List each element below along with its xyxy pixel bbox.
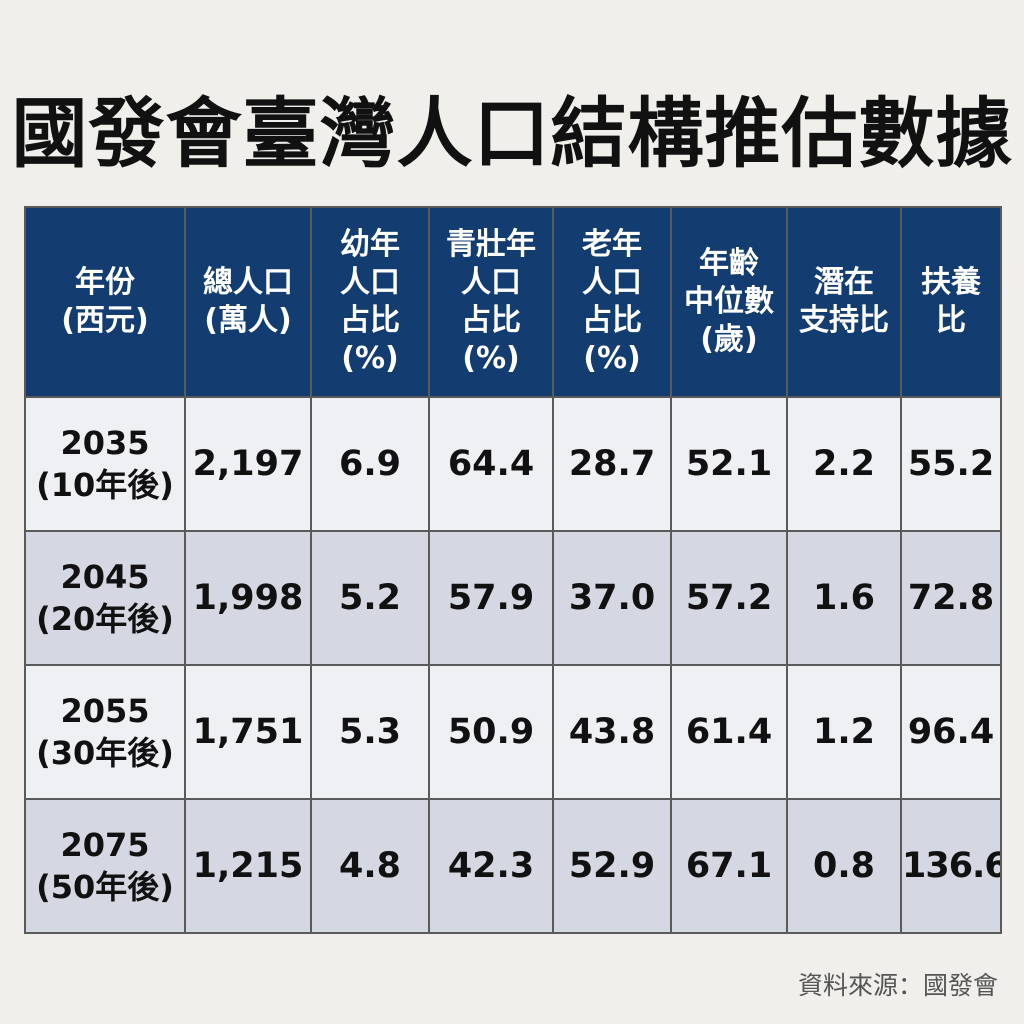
header-median-age: 年齡 中位數 (歲) (670, 206, 788, 398)
dependency-ratio-cell: 72.8 (900, 530, 1002, 666)
working-age-share-cell: 57.9 (428, 530, 554, 666)
elderly-share-cell: 37.0 (552, 530, 672, 666)
elderly-share-cell: 52.9 (552, 798, 672, 934)
median-age-cell: 57.2 (670, 530, 788, 666)
total-population-cell: 1,998 (184, 530, 312, 666)
header-total-population: 總人口 (萬人) (184, 206, 312, 398)
source-note: 資料來源：國發會 (797, 971, 998, 1000)
table-header-row: 年份 (西元) 總人口 (萬人) 幼年 人口 占比 (%) 青壯年 人口 占比 … (24, 206, 1002, 398)
year-cell: 2035 (10年後) (24, 396, 186, 532)
median-age-cell: 52.1 (670, 396, 788, 532)
youth-share-cell: 4.8 (310, 798, 430, 934)
table-row: 2075 (50年後) 1,215 4.8 42.3 52.9 67.1 0.8… (24, 798, 1002, 934)
support-ratio-cell: 0.8 (786, 798, 902, 934)
table-row: 2045 (20年後) 1,998 5.2 57.9 37.0 57.2 1.6… (24, 530, 1002, 666)
year-cell: 2055 (30年後) (24, 664, 186, 800)
table-row: 2035 (10年後) 2,197 6.9 64.4 28.7 52.1 2.2… (24, 396, 1002, 532)
header-youth-share: 幼年 人口 占比 (%) (310, 206, 430, 398)
total-population-cell: 1,215 (184, 798, 312, 934)
dependency-ratio-cell: 136.6 (900, 798, 1002, 934)
working-age-share-cell: 42.3 (428, 798, 554, 934)
elderly-share-cell: 43.8 (552, 664, 672, 800)
total-population-cell: 1,751 (184, 664, 312, 800)
table-row: 2055 (30年後) 1,751 5.3 50.9 43.8 61.4 1.2… (24, 664, 1002, 800)
support-ratio-cell: 1.2 (786, 664, 902, 800)
header-working-age-share: 青壯年 人口 占比 (%) (428, 206, 554, 398)
header-elderly-share: 老年 人口 占比 (%) (552, 206, 672, 398)
dependency-ratio-cell: 55.2 (900, 396, 1002, 532)
population-table: 年份 (西元) 總人口 (萬人) 幼年 人口 占比 (%) 青壯年 人口 占比 … (24, 206, 1002, 934)
working-age-share-cell: 50.9 (428, 664, 554, 800)
header-support-ratio: 潛在 支持比 (786, 206, 902, 398)
page-title: 國發會臺灣人口結構推估數據 (11, 89, 1013, 178)
support-ratio-cell: 2.2 (786, 396, 902, 532)
median-age-cell: 67.1 (670, 798, 788, 934)
youth-share-cell: 5.3 (310, 664, 430, 800)
year-cell: 2075 (50年後) (24, 798, 186, 934)
header-dependency-ratio: 扶養 比 (900, 206, 1002, 398)
header-year: 年份 (西元) (24, 206, 186, 398)
year-cell: 2045 (20年後) (24, 530, 186, 666)
youth-share-cell: 6.9 (310, 396, 430, 532)
median-age-cell: 61.4 (670, 664, 788, 800)
dependency-ratio-cell: 96.4 (900, 664, 1002, 800)
elderly-share-cell: 28.7 (552, 396, 672, 532)
working-age-share-cell: 64.4 (428, 396, 554, 532)
support-ratio-cell: 1.6 (786, 530, 902, 666)
youth-share-cell: 5.2 (310, 530, 430, 666)
total-population-cell: 2,197 (184, 396, 312, 532)
